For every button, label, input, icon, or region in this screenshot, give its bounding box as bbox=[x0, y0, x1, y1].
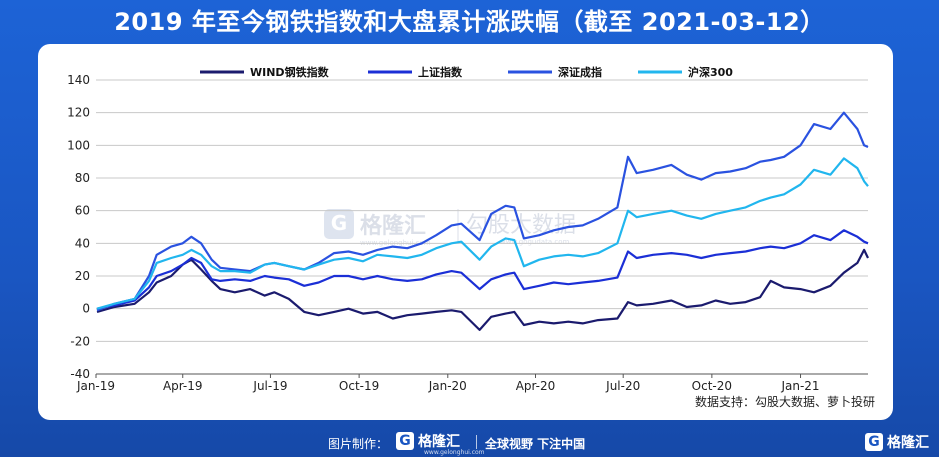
line-chart: G 格隆汇 www.gelonghui.com 勾股大数据 www.goguda… bbox=[67, 65, 869, 393]
legend-label: 沪深300 bbox=[688, 65, 733, 79]
y-axis-ticks: -40 -20 0 20 40 60 80 100 120 140 bbox=[67, 73, 90, 381]
x-axis-ticks: Jan-19 Apr-19 Jul-19 Oct-19 Jan-20 Apr-20 Jul-… bbox=[76, 374, 820, 393]
footer-slogan: 全球视野 下注中国 bbox=[485, 437, 586, 451]
y-tick-label: 140 bbox=[67, 73, 90, 87]
y-tick-label: 0 bbox=[82, 302, 90, 316]
footer-credit: 图片制作： bbox=[328, 437, 389, 451]
footer-brand: G 格隆汇 bbox=[396, 431, 460, 451]
x-tick-label: Jan-19 bbox=[76, 379, 115, 393]
y-tick-label: -40 bbox=[70, 367, 90, 381]
footer-right-brand: G 格隆汇 bbox=[865, 432, 929, 452]
y-tick-label: 100 bbox=[67, 138, 90, 152]
x-tick-label: Apr-19 bbox=[163, 379, 203, 393]
data-source: 数据支持：勾股大数据、萝卜投研 bbox=[694, 395, 875, 409]
watermark: G 格隆汇 www.gelonghui.com 勾股大数据 www.goguda… bbox=[324, 209, 576, 247]
watermark-logo-icon bbox=[324, 209, 354, 239]
x-tick-label: Jul-20 bbox=[605, 379, 640, 393]
legend: WIND钢铁指数 上证指数 深证成指 沪深300 bbox=[200, 65, 733, 79]
right-brand-logo-icon: G bbox=[865, 433, 883, 451]
y-tick-label: 40 bbox=[75, 236, 90, 250]
chart-card: G 格隆汇 www.gelonghui.com 勾股大数据 www.goguda… bbox=[38, 44, 893, 420]
footer-right-brand-name: 格隆汇 bbox=[887, 435, 929, 451]
series-line-1 bbox=[96, 248, 869, 331]
brand-logo-icon: G bbox=[396, 432, 414, 450]
footer-brand-name: 格隆汇 bbox=[418, 434, 460, 450]
footer: 图片制作： G 格隆汇 www.gelonghui.com 全球视野 下注中国 … bbox=[0, 427, 939, 457]
footer-divider bbox=[476, 435, 477, 449]
y-tick-label: 20 bbox=[75, 269, 90, 283]
watermark-brand: 格隆汇 bbox=[360, 213, 426, 239]
watermark-logo-glyph: G bbox=[331, 211, 347, 235]
x-tick-label: Jan-21 bbox=[780, 379, 819, 393]
series-lines bbox=[96, 111, 869, 331]
x-tick-label: Jul-19 bbox=[252, 379, 287, 393]
legend-label: WIND钢铁指数 bbox=[250, 65, 330, 79]
y-tick-label: 120 bbox=[67, 106, 90, 120]
footer-brand-site: www.gelonghui.com bbox=[424, 449, 485, 456]
x-tick-label: Jan-20 bbox=[428, 379, 467, 393]
watermark-partner-site: www.gogudata.com bbox=[500, 238, 569, 246]
legend-label: 上证指数 bbox=[418, 65, 463, 79]
series-line-2 bbox=[96, 229, 869, 310]
x-tick-label: Apr-20 bbox=[516, 379, 556, 393]
series-line-4 bbox=[96, 157, 869, 310]
legend-label: 深证成指 bbox=[558, 65, 602, 79]
series-line-3 bbox=[96, 111, 869, 312]
x-tick-label: Oct-20 bbox=[692, 379, 732, 393]
y-tick-label: 80 bbox=[75, 171, 90, 185]
y-tick-label: 60 bbox=[75, 204, 90, 218]
grid-lines bbox=[96, 79, 868, 375]
page-title: 2019 年至今钢铁指数和大盘累计涨跌幅（截至 2021-03-12） bbox=[114, 8, 825, 36]
y-tick-label: -20 bbox=[70, 334, 90, 348]
x-tick-label: Oct-19 bbox=[339, 379, 379, 393]
